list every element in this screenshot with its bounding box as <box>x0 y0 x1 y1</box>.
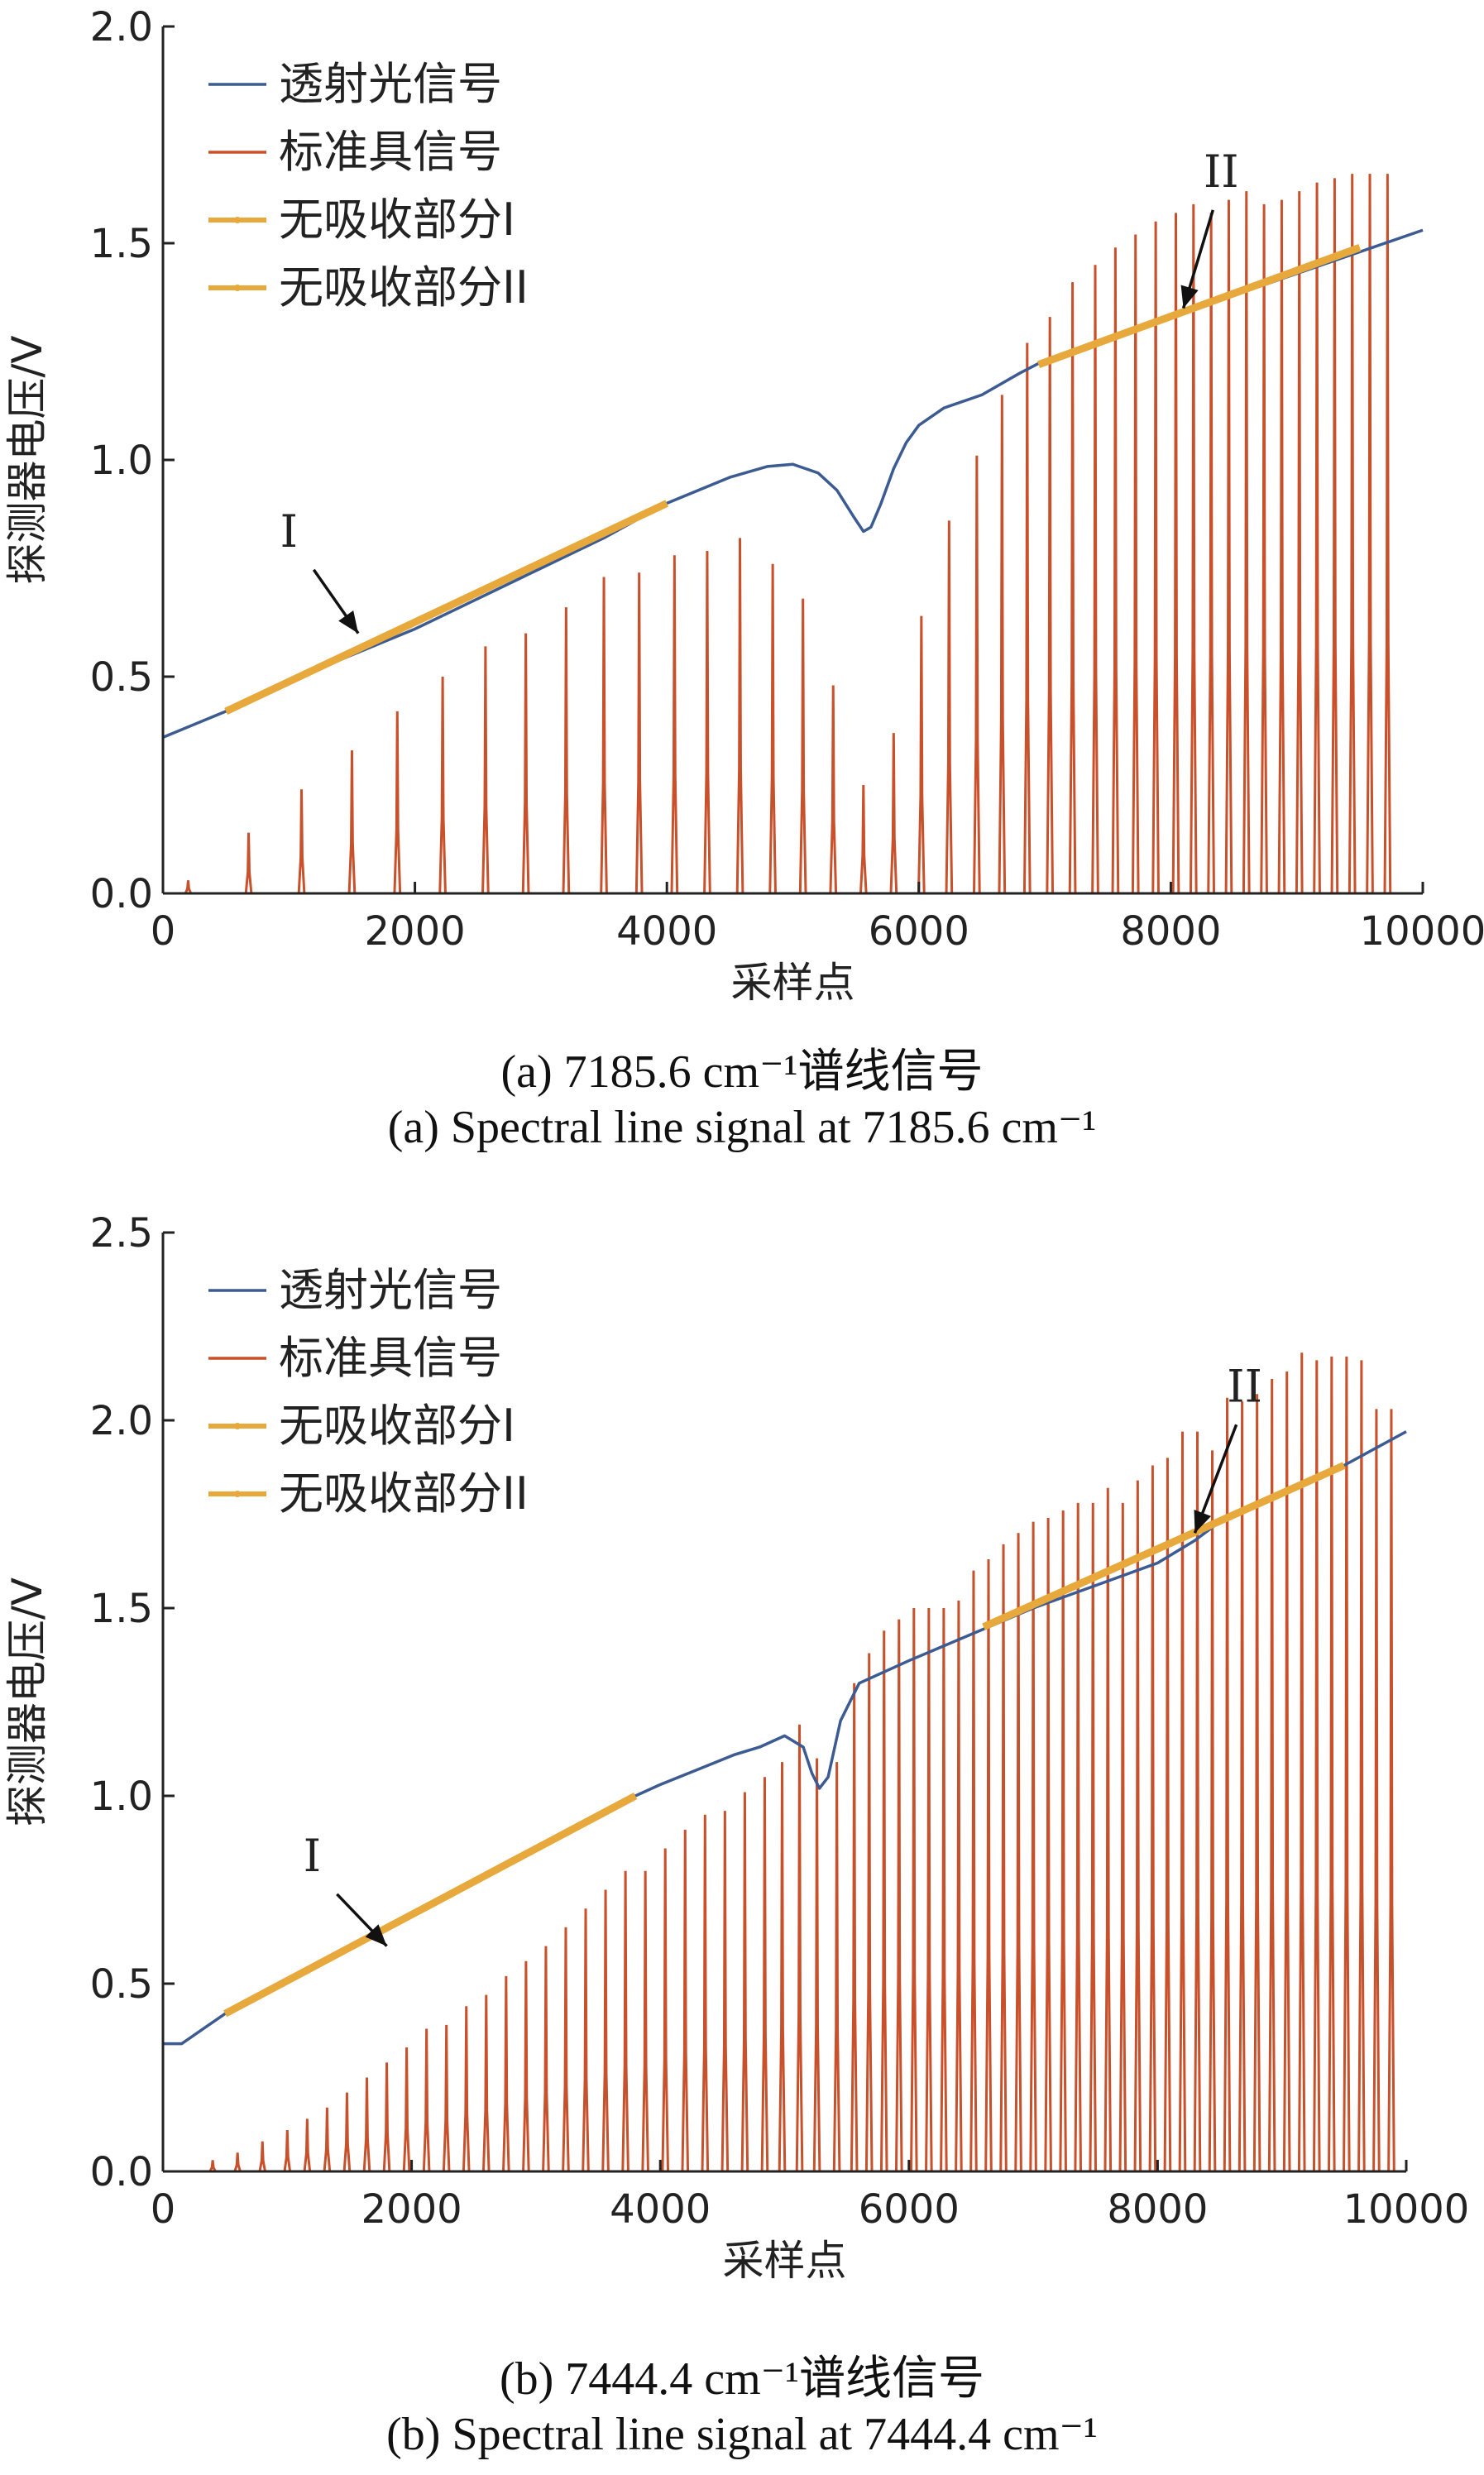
annotation-label-1: I <box>304 1830 321 1882</box>
annotation-label-2: II <box>1227 1360 1262 1412</box>
legend-marker <box>234 1491 241 1497</box>
y-tick-label: 1.5 <box>90 221 153 267</box>
legend-label: 标准具信号 <box>279 126 502 178</box>
annotation-arrow-head <box>1194 1509 1212 1534</box>
annotation-label-2: II <box>1204 146 1239 198</box>
x-tick-label: 2000 <box>361 2186 462 2233</box>
no-absorption-part-2-line <box>982 1462 1346 1630</box>
no-absorption-part-1-line <box>224 500 669 715</box>
y-tick-label: 1.0 <box>90 1774 153 1820</box>
legend-label: 透射光信号 <box>279 58 502 110</box>
x-tick-label: 8000 <box>1120 908 1221 955</box>
legend-marker <box>234 217 241 223</box>
no-absorption-part-1-line <box>223 1793 638 2018</box>
x-tick-label: 8000 <box>1107 2186 1208 2233</box>
x-tick-label: 6000 <box>859 2186 960 2233</box>
chart-b: 0 2000 4000 6000 8000 10000 0.0 0.5 1.0 1.5 2.0 2.5… <box>3 1210 1470 2285</box>
y-axis-title: 探测器电压/V <box>3 335 51 584</box>
caption-cn-b: (b) 7444.4 cm⁻¹谱线信号 <box>499 2353 985 2405</box>
x-tick-label: 10000 <box>1343 2186 1470 2233</box>
legend-label: 透射光信号 <box>279 1264 502 1316</box>
caption-en-b: (b) Spectral line signal at 7444.4 cm⁻¹ <box>386 2409 1098 2460</box>
legend-marker <box>234 285 241 291</box>
annotation-arrow-head <box>365 1924 387 1946</box>
y-tick-label: 0.5 <box>90 1961 153 2008</box>
no-absorption-part-2-line <box>1036 244 1362 368</box>
y-tick-label: 0.0 <box>90 2149 153 2195</box>
x-tick-label: 6000 <box>869 908 969 955</box>
x-axis-title: 采样点 <box>723 2237 847 2285</box>
legend-label: 无吸收部分I <box>279 1400 515 1452</box>
caption-cn-a: (a) 7185.6 cm⁻¹谱线信号 <box>500 1046 984 1098</box>
x-tick-label: 0 <box>151 908 176 955</box>
y-tick-label: 1.0 <box>90 438 153 484</box>
legend-marker <box>234 1423 241 1429</box>
legend-label: 无吸收部分II <box>279 261 529 314</box>
y-tick-label: 2.5 <box>90 1210 153 1257</box>
x-axis-title: 采样点 <box>731 959 855 1007</box>
legend-label: 无吸收部分II <box>279 1467 529 1520</box>
y-tick-label: 1.5 <box>90 1586 153 1632</box>
x-tick-label: 0 <box>151 2186 176 2233</box>
x-tick-label: 4000 <box>616 908 717 955</box>
x-tick-label: 4000 <box>610 2186 711 2233</box>
legend-label: 无吸收部分I <box>279 194 515 246</box>
annotation-arrow-head <box>338 610 359 634</box>
panel-a: 0 2000 4000 6000 8000 10000 0.0 0.5 1.0 1.5 2.0 采样点… <box>0 0 1484 1191</box>
caption-en-a: (a) Spectral line signal at 7185.6 cm⁻¹ <box>387 1102 1097 1153</box>
chart-a: 0 2000 4000 6000 8000 10000 0.0 0.5 1.0 1.5 2.0 采样点… <box>3 4 1484 1007</box>
x-tick-label: 2000 <box>365 908 466 955</box>
y-axis-title: 探测器电压/V <box>3 1577 51 1826</box>
annotation-label-1: I <box>280 505 298 558</box>
legend-label: 标准具信号 <box>279 1332 502 1384</box>
x-tick-label: 10000 <box>1360 908 1484 955</box>
panel-b: 0 2000 4000 6000 8000 10000 0.0 0.5 1.0 1.5 2.0 2.5… <box>0 1191 1484 2475</box>
y-tick-label: 2.0 <box>90 1398 153 1444</box>
annotation-arrow-head <box>1180 285 1199 309</box>
y-tick-label: 0.0 <box>90 871 153 917</box>
y-tick-label: 2.0 <box>90 4 153 50</box>
etalon-signal-line <box>163 1352 1406 2173</box>
y-tick-label: 0.5 <box>90 654 153 701</box>
